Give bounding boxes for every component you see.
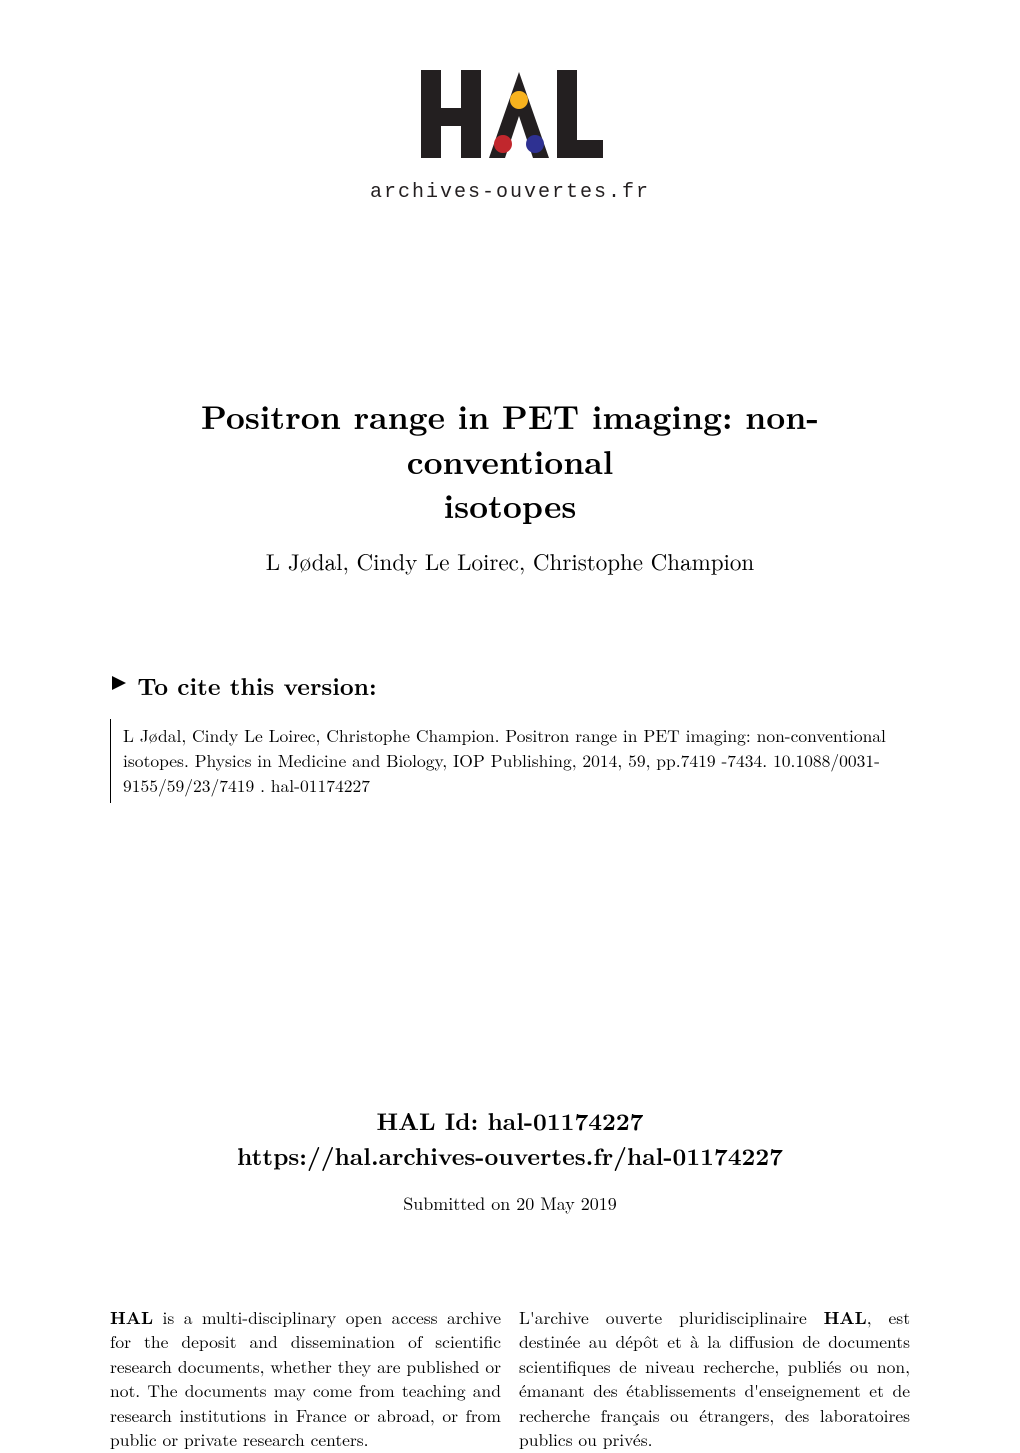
hal-logo [415,60,605,170]
hal-logo-block: archives-ouvertes.fr [110,60,910,204]
cite-block: To cite this version: L Jødal, Cindy Le … [110,669,910,803]
paper-title-line2: isotopes [444,481,577,528]
desc-fr-lead: HAL [824,1305,867,1330]
paper-title: Positron range in PET imaging: non-conve… [110,394,910,528]
citation-body: L Jødal, Cindy Le Loirec, Christophe Cha… [123,723,886,773]
title-block: Positron range in PET imaging: non-conve… [110,394,910,577]
hal-url[interactable]: https://hal.archives-ouvertes.fr/hal-011… [110,1139,910,1173]
description-fr: L'archive ouverte pluridisciplinaire HAL… [519,1306,910,1453]
description-en: HAL is a multi-disciplinary open access … [110,1306,501,1453]
description-columns: HAL is a multi-disciplinary open access … [110,1306,910,1453]
hal-cover-page: archives-ouvertes.fr Positron range in P… [0,0,1020,1442]
submitted-date: Submitted on 20 May 2019 [110,1191,910,1216]
citation-text: L Jødal, Cindy Le Loirec, Christophe Cha… [110,719,910,803]
desc-en-lead: HAL [110,1305,153,1330]
paper-title-line1: Positron range in PET imaging: non-conve… [201,392,819,484]
desc-fr-pre: L'archive ouverte pluridisciplinaire [519,1305,824,1330]
hal-id-label: HAL Id: hal-01174227 [110,1103,910,1139]
play-icon [110,674,128,697]
desc-en-body: is a multi-disciplinary open access arch… [110,1305,501,1453]
citation-halid: hal-01174227 [271,773,370,798]
hal-logo-svg [415,60,605,170]
cite-heading: To cite this version: [137,669,376,703]
paper-authors: L Jødal, Cindy Le Loirec, Christophe Cha… [110,544,910,577]
hal-logo-subtitle: archives-ouvertes.fr [110,181,910,204]
hal-id-block: HAL Id: hal-01174227 https://hal.archive… [110,1103,910,1216]
